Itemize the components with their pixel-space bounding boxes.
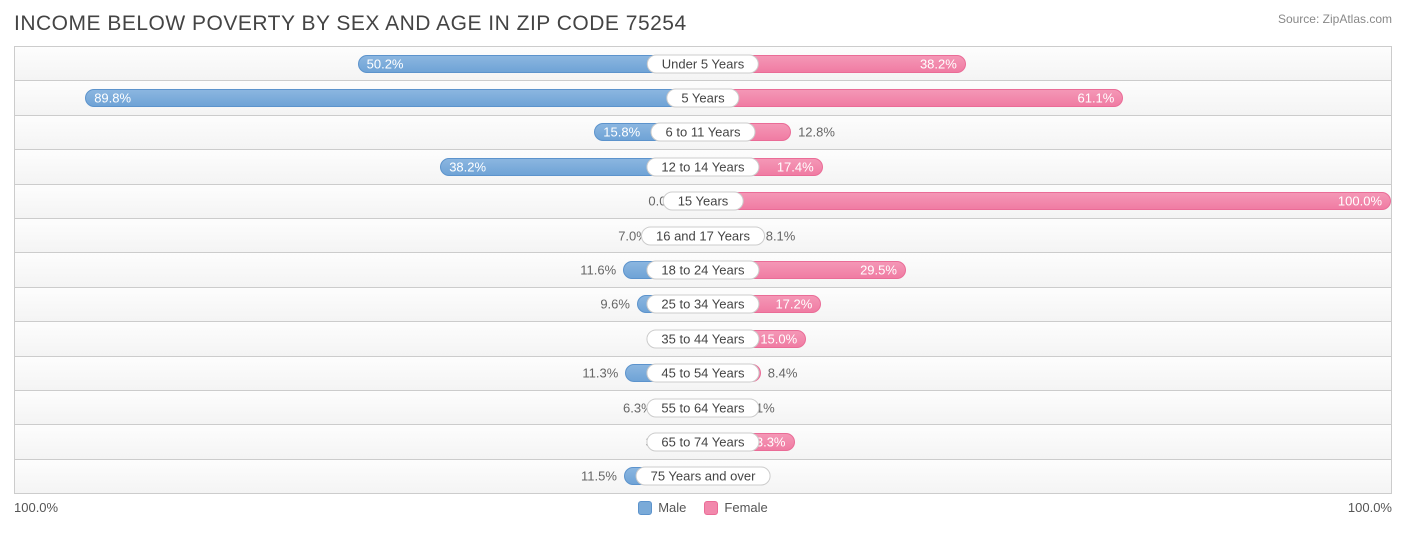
female-value: 17.4% [777, 159, 814, 174]
category-label: 75 Years and over [636, 467, 771, 486]
female-swatch-icon [704, 501, 718, 515]
chart-row: 0.0%100.0%15 Years [15, 185, 1392, 219]
male-value: 11.6% [580, 263, 616, 278]
female-bar: 100.0% [703, 192, 1391, 210]
male-value: 9.6% [600, 297, 630, 312]
female-bar: 61.1% [703, 89, 1123, 107]
male-bar: 89.8% [85, 89, 703, 107]
category-label: 12 to 14 Years [646, 157, 759, 176]
legend-male: Male [638, 500, 686, 515]
male-value: 89.8% [94, 91, 131, 106]
chart-title: INCOME BELOW POVERTY BY SEX AND AGE IN Z… [14, 12, 687, 36]
chart-row: 11.5%4.1%75 Years and over [15, 460, 1392, 494]
chart-row: 11.3% 8.4% 45 to 54 Years [15, 357, 1392, 391]
axis-right-max: 100.0% [1348, 500, 1392, 515]
chart-row: 9.6% 17.2% 25 to 34 Years [15, 288, 1392, 322]
legend-female-label: Female [724, 500, 767, 515]
poverty-by-sex-age-chart: INCOME BELOW POVERTY BY SEX AND AGE IN Z… [0, 0, 1406, 559]
chart-footer: 100.0% Male Female 100.0% [14, 500, 1392, 515]
category-label: 45 to 54 Years [646, 364, 759, 383]
chart-row: 7.0%8.1%16 and 17 Years [15, 219, 1392, 253]
category-label: 16 and 17 Years [641, 226, 765, 245]
female-value: 8.4% [768, 366, 798, 381]
female-value: 61.1% [1077, 91, 1114, 106]
category-label: 6 to 11 Years [651, 123, 756, 142]
female-value: 12.8% [798, 125, 835, 140]
chart-row: 89.8% 61.1% 5 Years [15, 81, 1392, 115]
female-value: 29.5% [860, 263, 897, 278]
chart-source: Source: ZipAtlas.com [1278, 12, 1392, 26]
chart-row: 6.3%5.1%55 to 64 Years [15, 391, 1392, 425]
category-label: 15 Years [663, 192, 744, 211]
chart-row: 11.6% 29.5% 18 to 24 Years [15, 253, 1392, 287]
legend-female: Female [704, 500, 767, 515]
female-value: 15.0% [760, 331, 797, 346]
category-label: Under 5 Years [647, 54, 759, 73]
female-value: 17.2% [775, 297, 812, 312]
male-swatch-icon [638, 501, 652, 515]
female-value: 100.0% [1338, 194, 1382, 209]
male-value: 11.5% [581, 469, 617, 484]
male-value: 11.3% [582, 366, 618, 381]
male-value: 38.2% [449, 159, 486, 174]
legend-male-label: Male [658, 500, 686, 515]
category-label: 18 to 24 Years [646, 261, 759, 280]
chart-row: 1.5%15.0%35 to 44 Years [15, 322, 1392, 356]
chart-row: 38.2% 17.4% 12 to 14 Years [15, 150, 1392, 184]
chart-row: 3.0%13.3%65 to 74 Years [15, 425, 1392, 459]
chart-row: 15.8% 12.8% 6 to 11 Years [15, 116, 1392, 150]
female-value: 38.2% [920, 56, 957, 71]
plot-area: 50.2% 38.2% Under 5 Years 89.8% 61.1% 5 Years… [14, 46, 1392, 494]
category-label: 35 to 44 Years [646, 329, 759, 348]
category-label: 65 to 74 Years [646, 432, 759, 451]
axis-left-max: 100.0% [14, 500, 58, 515]
male-value: 50.2% [367, 56, 404, 71]
category-label: 25 to 34 Years [646, 295, 759, 314]
category-label: 55 to 64 Years [646, 398, 759, 417]
male-value: 15.8% [603, 125, 640, 140]
chart-row: 50.2% 38.2% Under 5 Years [15, 47, 1392, 81]
female-value: 8.1% [766, 228, 796, 243]
legend: Male Female [638, 500, 768, 515]
category-label: 5 Years [666, 89, 739, 108]
chart-header: INCOME BELOW POVERTY BY SEX AND AGE IN Z… [14, 12, 1392, 36]
